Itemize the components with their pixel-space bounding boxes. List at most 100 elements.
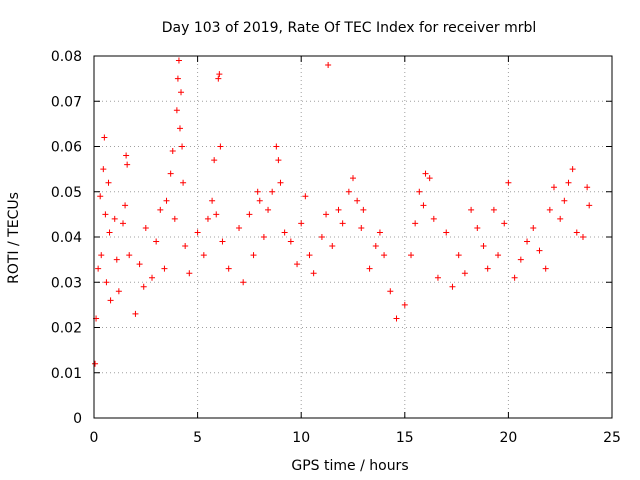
data-point: [287, 238, 294, 245]
data-point: [161, 265, 168, 272]
data-point: [325, 62, 332, 69]
data-point: [350, 175, 356, 182]
data-point: [269, 188, 276, 195]
data-point: [140, 283, 147, 290]
data-point: [495, 252, 502, 259]
data-point: [103, 279, 110, 286]
data-point: [215, 75, 222, 82]
x-tick-label: 15: [396, 430, 414, 446]
data-point: [194, 229, 201, 236]
data-point: [561, 197, 568, 204]
data-point: [174, 75, 181, 82]
data-point: [157, 206, 164, 213]
y-tick-label: 0.03: [51, 275, 82, 291]
data-point: [345, 188, 352, 195]
data-point: [106, 229, 113, 236]
data-point: [142, 224, 149, 231]
data-point: [120, 220, 127, 227]
data-point: [430, 215, 437, 222]
data-point: [281, 229, 288, 236]
x-tick-label: 10: [292, 430, 310, 446]
data-point: [115, 288, 122, 295]
data-point: [173, 107, 180, 114]
data-point: [376, 229, 383, 236]
data-point: [100, 166, 107, 173]
y-tick-label: 0.06: [51, 140, 82, 156]
data-point: [360, 206, 367, 213]
data-point: [426, 175, 433, 182]
data-point: [557, 215, 564, 222]
x-tick-label: 0: [90, 430, 99, 446]
data-point: [387, 288, 394, 295]
data-point: [246, 211, 253, 218]
data-point: [273, 143, 280, 150]
data-point: [111, 215, 118, 222]
data-point: [200, 252, 207, 259]
data-point: [101, 134, 108, 141]
data-point: [484, 265, 491, 272]
data-point: [225, 265, 232, 272]
data-point: [254, 188, 261, 195]
data-point: [265, 206, 272, 213]
data-point: [167, 170, 174, 177]
axis-ticks: [93, 55, 613, 419]
data-point: [102, 211, 109, 218]
data-point: [306, 252, 313, 259]
data-point: [480, 243, 487, 250]
data-point: [573, 229, 580, 236]
data-point: [443, 229, 450, 236]
x-tick-label: 5: [193, 430, 202, 446]
data-point: [132, 310, 139, 317]
data-point: [501, 220, 508, 227]
data-point: [163, 197, 170, 204]
data-point: [182, 243, 189, 250]
data-point: [240, 279, 247, 286]
data-point: [420, 202, 427, 209]
data-point: [366, 265, 373, 272]
data-point: [468, 206, 475, 213]
data-point: [474, 224, 481, 231]
data-point: [260, 234, 267, 240]
data-point: [422, 170, 429, 177]
data-point: [149, 274, 156, 281]
data-point: [546, 206, 553, 213]
data-points: [92, 57, 593, 367]
data-point: [186, 270, 193, 277]
data-point: [329, 243, 336, 250]
data-point: [176, 125, 183, 132]
x-axis-label: GPS time / hours: [291, 458, 408, 474]
y-tick-label: 0.05: [51, 185, 82, 201]
data-point: [98, 252, 105, 259]
data-point: [126, 252, 133, 259]
data-point: [180, 179, 187, 186]
tick-labels: 0 5 10 15 20 25 0 0.01 0.02 0.03 0.04 0.05 0.06 0.07 0…: [51, 49, 621, 446]
data-point: [536, 247, 543, 254]
data-point: [153, 238, 160, 245]
data-point: [449, 283, 456, 290]
data-point: [169, 148, 176, 155]
data-point: [219, 238, 226, 245]
data-point: [323, 211, 330, 218]
data-point: [339, 220, 346, 227]
data-point: [204, 215, 211, 222]
data-point: [97, 193, 104, 200]
data-point: [136, 261, 143, 268]
data-point: [354, 197, 361, 204]
data-point: [586, 202, 593, 209]
y-tick-label: 0.01: [51, 366, 82, 382]
data-point: [298, 220, 305, 227]
y-tick-label: 0.04: [51, 230, 82, 246]
data-point: [217, 143, 224, 150]
data-point: [179, 143, 186, 150]
data-point: [335, 206, 342, 213]
data-point: [113, 256, 120, 263]
data-point: [517, 256, 524, 263]
data-point: [124, 161, 131, 168]
data-point: [318, 234, 325, 240]
data-point: [105, 179, 112, 186]
y-tick-label: 0.07: [51, 94, 82, 110]
data-point: [122, 202, 129, 209]
data-point: [505, 179, 512, 186]
data-point: [178, 89, 185, 96]
